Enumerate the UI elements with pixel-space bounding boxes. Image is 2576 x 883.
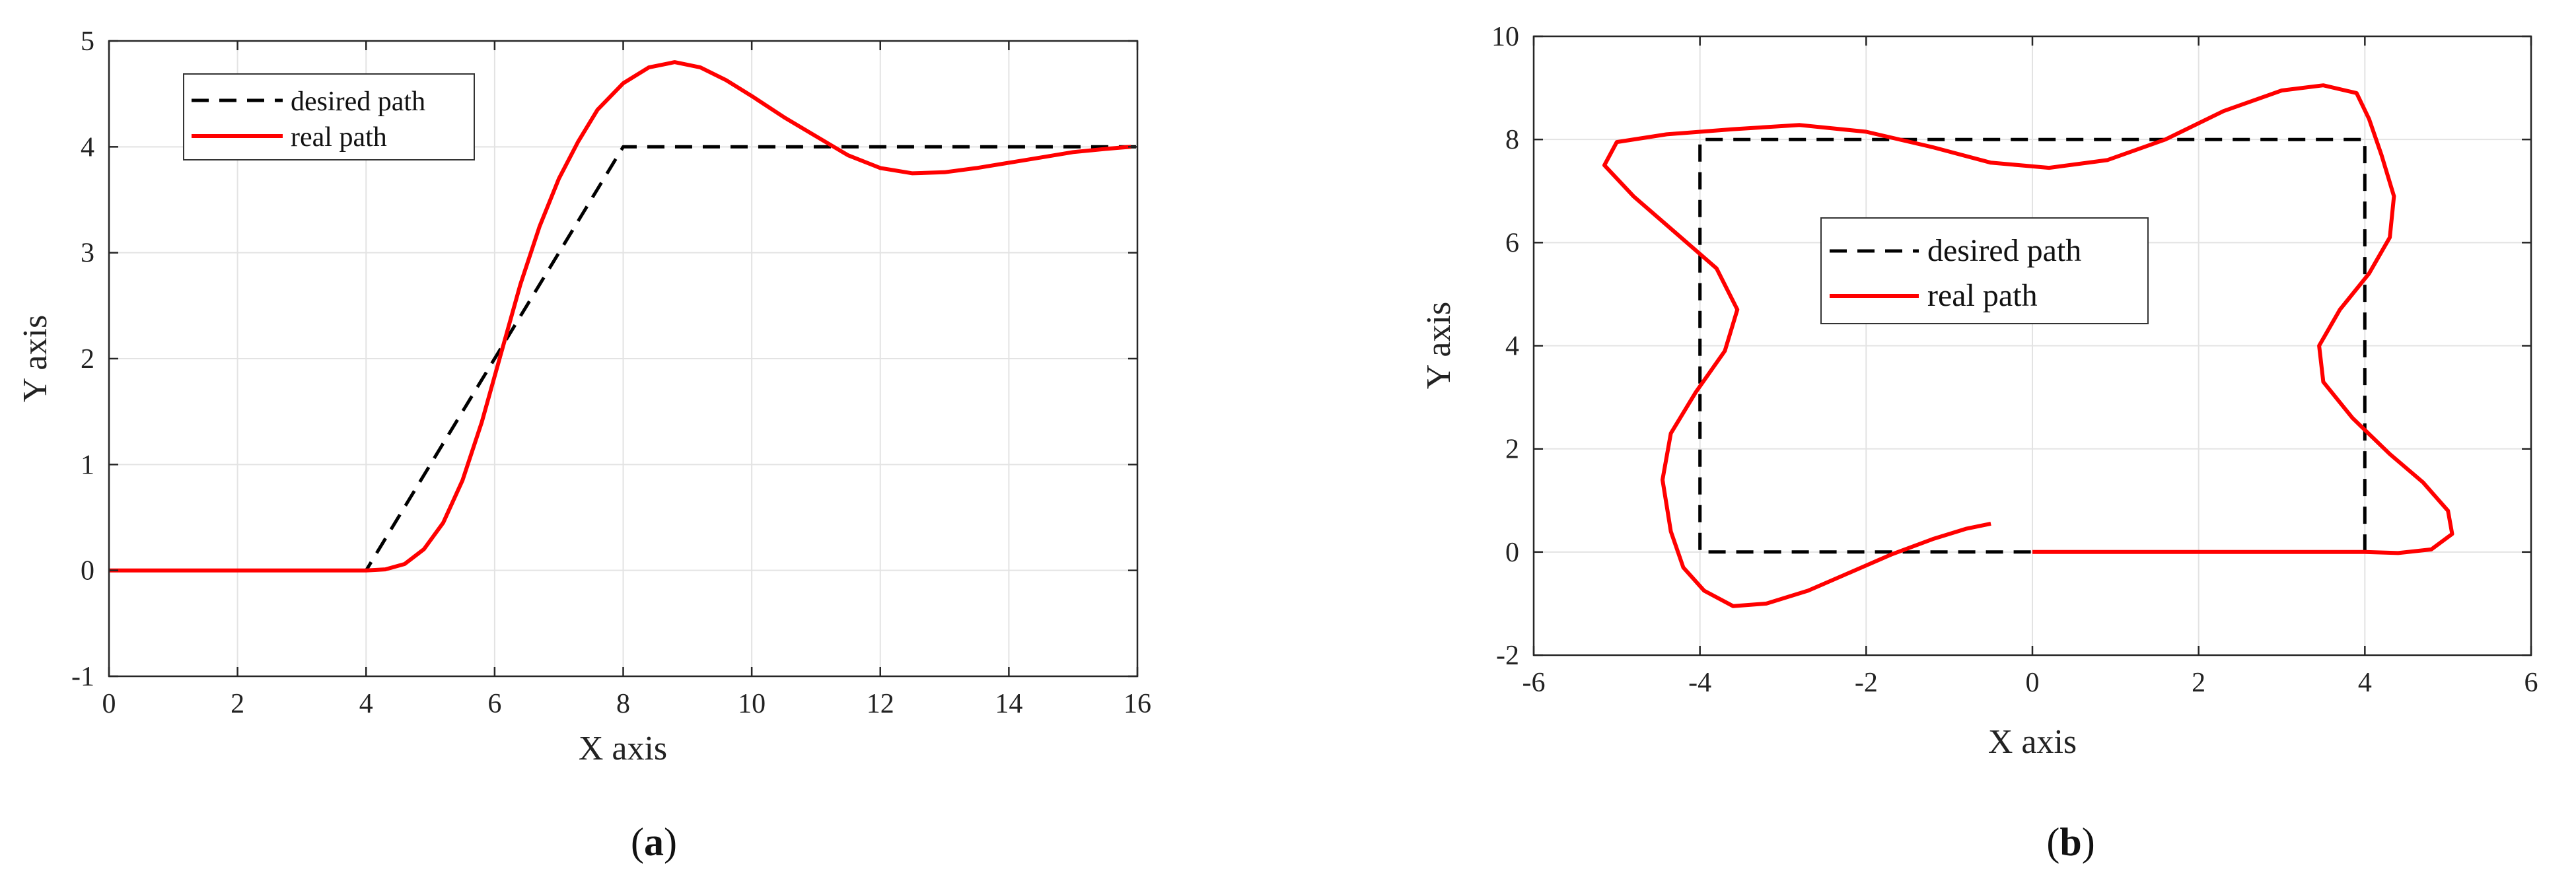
series-group-b: [1602, 83, 2454, 608]
legend-label-desired-path-a: desired path: [291, 87, 425, 117]
y-axis-label-a: Y axis: [17, 315, 54, 402]
series-desired-path-a: [109, 145, 1137, 573]
y-tick-label-a: 0: [81, 556, 94, 586]
legend-label-real-path-a: real path: [291, 122, 387, 153]
caption-letter-a: a: [644, 820, 664, 864]
x-tick-label-b: 4: [2358, 668, 2372, 698]
x-tick-label-b: -4: [1688, 668, 1711, 698]
y-axis-label-b: Y axis: [1420, 302, 1458, 389]
x-tick-label-a: 2: [231, 689, 244, 719]
y-tick-label-b: 0: [1505, 538, 1519, 568]
x-tick-label-a: 12: [867, 689, 894, 719]
legend-box-b: [1820, 217, 2149, 324]
y-tick-label-a: 4: [81, 132, 94, 162]
legend-box-a: [183, 73, 475, 160]
y-tick-label-b: 2: [1505, 435, 1519, 465]
y-tick-label-b: 4: [1505, 332, 1519, 362]
y-tick-label-a: 1: [81, 450, 94, 480]
caption-letter-b: b: [2059, 820, 2081, 864]
chart-panel-b: -6 -4 -2 0 2 4 6 -2 0 2 4 6 8 10 X axis Y axis desire…: [1420, 22, 2538, 864]
y-tick-label-a: 3: [81, 238, 94, 269]
x-tick-label-b: -6: [1522, 668, 1546, 698]
x-tick-label-b: 0: [2026, 668, 2040, 698]
y-tick-label-a: -1: [71, 662, 94, 692]
x-tick-label-b: 6: [2524, 668, 2538, 698]
y-tick-label-b: 8: [1505, 125, 1519, 155]
x-tick-label-b: -2: [1855, 668, 1878, 698]
y-tick-label-a: 5: [81, 26, 94, 57]
x-axis-label-a: X axis: [579, 730, 667, 767]
ticks-b: -6 -4 -2 0 2 4 6 -2 0 2 4 6 8 10: [1491, 22, 2538, 698]
x-tick-label-b: 2: [2192, 668, 2205, 698]
series-group-a: [109, 60, 1137, 573]
x-tick-label-a: 4: [359, 689, 373, 719]
series-real-path-b: [1602, 83, 2454, 608]
y-tick-label-a: 2: [81, 344, 94, 374]
x-tick-label-a: 6: [487, 689, 501, 719]
y-tick-label-b: -2: [1496, 641, 1519, 671]
y-tick-label-b: 10: [1491, 22, 1519, 52]
legend-label-desired-path-b: desired path: [1927, 233, 2081, 268]
x-tick-label-a: 14: [995, 689, 1022, 719]
caption-b: (b): [2046, 820, 2094, 864]
x-tick-label-a: 8: [616, 689, 630, 719]
y-tick-label-b: 6: [1505, 228, 1519, 258]
legend-a: desired path real path: [183, 73, 475, 160]
x-tick-label-a: 0: [102, 689, 116, 719]
caption-a: (a): [631, 820, 677, 864]
x-axis-label-b: X axis: [1988, 723, 2077, 761]
series-real-path-a: [109, 60, 1131, 573]
legend-b: desired path real path: [1820, 217, 2149, 324]
legend-label-real-path-b: real path: [1927, 278, 2038, 313]
x-tick-label-a: 10: [738, 689, 766, 719]
x-tick-label-a: 16: [1124, 689, 1151, 719]
